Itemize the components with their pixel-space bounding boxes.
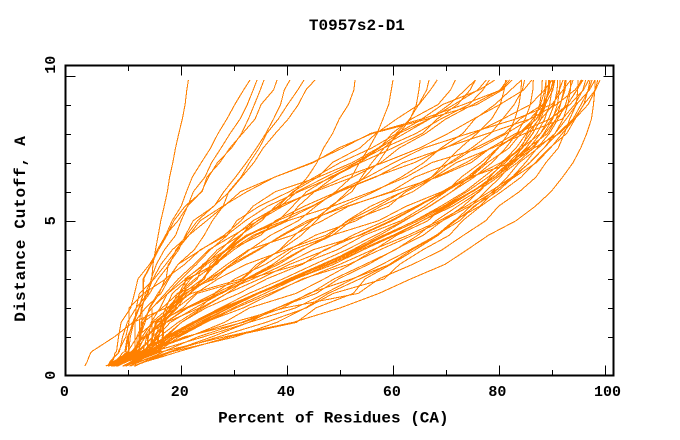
svg-text:5: 5	[43, 216, 60, 225]
svg-text:80: 80	[488, 384, 506, 401]
svg-text:T0957s2-D1: T0957s2-D1	[309, 17, 405, 35]
svg-text:10: 10	[43, 56, 60, 74]
svg-text:0: 0	[43, 371, 60, 380]
svg-text:Distance Cutoff, A: Distance Cutoff, A	[12, 135, 30, 321]
svg-text:20: 20	[171, 384, 189, 401]
svg-text:Percent of Residues (CA): Percent of Residues (CA)	[218, 410, 448, 428]
svg-text:40: 40	[277, 384, 295, 401]
svg-text:60: 60	[383, 384, 401, 401]
svg-text:0: 0	[60, 384, 69, 401]
svg-text:100: 100	[594, 384, 621, 401]
